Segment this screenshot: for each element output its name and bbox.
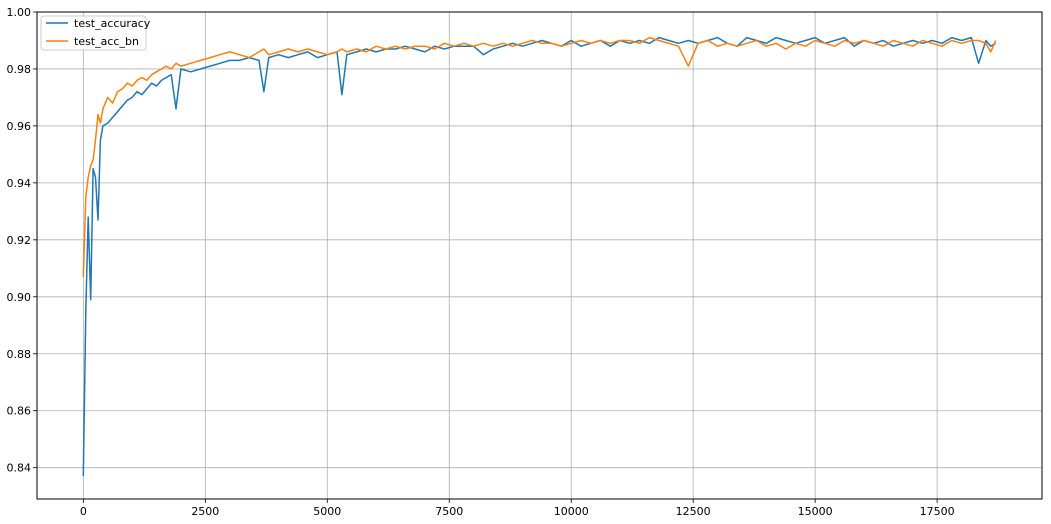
y-tick-label: 0.88 xyxy=(7,348,32,361)
x-tick-label: 12500 xyxy=(676,505,711,518)
x-tick-label: 7500 xyxy=(435,505,463,518)
plot-frame xyxy=(36,11,1043,500)
legend: test_accuracy test_acc_bn xyxy=(40,15,151,51)
y-tick-label: 0.90 xyxy=(7,291,32,304)
y-tick-label: 0.84 xyxy=(7,462,32,475)
x-tick-label: 10000 xyxy=(554,505,589,518)
y-tick-label: 0.92 xyxy=(7,234,32,247)
x-tick-label: 5000 xyxy=(313,505,341,518)
y-tick-label: 0.96 xyxy=(7,120,32,133)
series-lines xyxy=(82,36,997,477)
legend-label-test-acc-bn: test_acc_bn xyxy=(74,35,139,48)
x-tick-label: 17500 xyxy=(920,505,955,518)
y-tick-label: 0.98 xyxy=(7,63,32,76)
series-line-test-acc-bn xyxy=(82,36,997,277)
y-tick-label: 0.94 xyxy=(7,177,32,190)
y-tick-label: 0.86 xyxy=(7,405,32,418)
x-tick-label: 0 xyxy=(80,505,87,518)
y-tick-label: 1.00 xyxy=(7,6,32,19)
x-tick-label: 15000 xyxy=(798,505,833,518)
axis-ticks: 0 2500 5000 7500 10000 12500 15000 17500 0.84 0.8… xyxy=(7,6,955,518)
legend-label-test-accuracy: test_accuracy xyxy=(74,17,151,30)
series-line-test-accuracy xyxy=(82,36,997,477)
x-tick-label: 2500 xyxy=(191,505,219,518)
